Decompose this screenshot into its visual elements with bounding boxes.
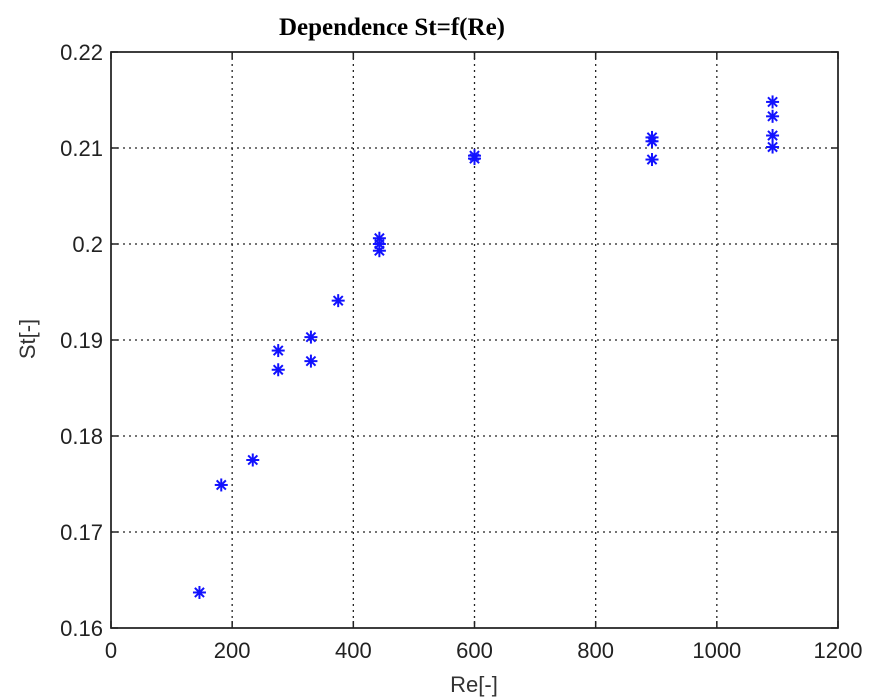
- y-tick-label: 0.17: [60, 520, 103, 545]
- y-tick-label: 0.21: [60, 136, 103, 161]
- plot-border: [110, 51, 839, 629]
- y-tick-label: 0.18: [60, 424, 103, 449]
- x-tick-label: 0: [105, 638, 117, 663]
- data-point: [372, 244, 386, 258]
- chart-title: Dependence St=f(Re): [279, 14, 505, 41]
- data-point: [192, 585, 206, 599]
- y-tick-label: 0.22: [60, 40, 103, 65]
- x-tick-label: 1200: [814, 638, 863, 663]
- data-point: [766, 109, 780, 123]
- data-point: [246, 453, 260, 467]
- data-points: [192, 95, 780, 599]
- data-point: [271, 344, 285, 358]
- y-tick-label: 0.2: [72, 232, 103, 257]
- data-point: [766, 140, 780, 154]
- data-point: [468, 152, 481, 166]
- data-point: [645, 153, 659, 167]
- data-point: [304, 354, 318, 368]
- x-tick-label: 600: [456, 638, 493, 663]
- x-tick-label: 800: [577, 638, 614, 663]
- data-point: [331, 294, 345, 308]
- y-tick-label: 0.16: [60, 616, 103, 641]
- x-axis-label: Re[-]: [450, 672, 498, 697]
- data-point: [766, 95, 780, 109]
- y-axis-label: St[-]: [15, 319, 40, 359]
- data-point: [645, 134, 659, 148]
- data-point: [214, 478, 228, 492]
- x-tick-label: 200: [214, 638, 251, 663]
- y-axis-tick-labels: 0.16 0.17 0.18 0.19 0.2 0.21 0.22: [60, 40, 103, 641]
- x-tick-label: 1000: [692, 638, 741, 663]
- x-axis-tick-labels: 0 200 400 600 800 1000 1200: [105, 638, 863, 663]
- data-point: [766, 129, 780, 143]
- data-point: [271, 363, 285, 377]
- x-tick-label: 400: [335, 638, 372, 663]
- data-point: [304, 330, 318, 344]
- grid: [111, 52, 838, 628]
- y-tick-label: 0.19: [60, 328, 103, 353]
